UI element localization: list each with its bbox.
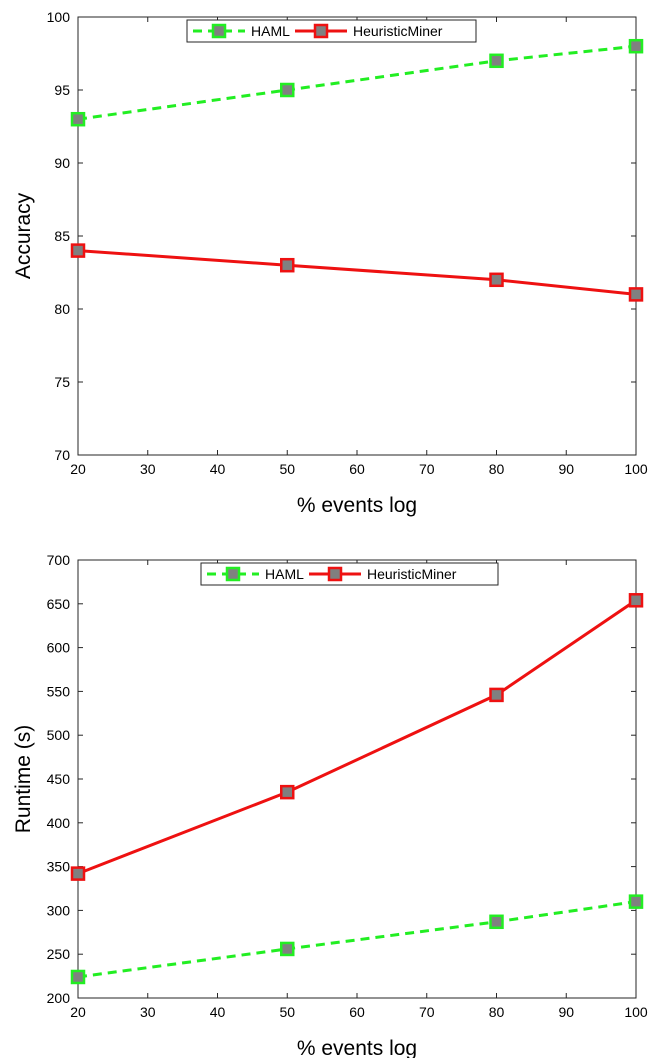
y-tick-label: 600	[47, 640, 71, 656]
x-tick-label: 100	[624, 1004, 648, 1020]
plot-area	[78, 17, 636, 455]
data-point-heuristicminer	[280, 257, 295, 273]
data-point-haml	[280, 82, 295, 98]
series-line-haml	[77, 900, 637, 979]
y-tick-label: 550	[47, 683, 71, 699]
x-tick-label: 40	[210, 1004, 226, 1020]
x-axis-label: % events log	[297, 494, 417, 517]
y-tick-label: 200	[47, 990, 71, 1006]
x-tick-label: 60	[349, 461, 365, 477]
data-point-haml	[489, 53, 504, 69]
x-tick-label: 100	[624, 461, 648, 477]
legend-marker-heuristicminer	[313, 23, 329, 39]
series-line-haml	[77, 44, 637, 121]
y-tick-label: 500	[47, 727, 71, 743]
data-point-haml	[280, 941, 295, 957]
x-tick-label: 40	[210, 461, 226, 477]
runtime-chart: 20 30 40 50 60 70 80 90 100 200 250 300 350 400 450 500…	[12, 552, 648, 1060]
x-tick-label: 90	[558, 461, 574, 477]
series-line-heuristicminer	[77, 249, 637, 296]
x-tick-label: 30	[140, 1004, 156, 1020]
y-tick-label: 250	[47, 946, 71, 962]
legend-marker-haml	[225, 566, 241, 582]
data-point-heuristicminer	[489, 687, 504, 703]
x-tick-label: 50	[279, 461, 295, 477]
data-point-haml	[628, 38, 644, 54]
data-point-haml	[489, 914, 504, 930]
series-line-heuristicminer	[77, 599, 637, 876]
legend-label-heuristicminer: HeuristicMiner	[353, 23, 443, 39]
legend-label-haml: HAML	[265, 566, 304, 582]
y-tick-label: 70	[54, 447, 70, 463]
legend-label-haml: HAML	[251, 23, 290, 39]
x-tick-label: 70	[419, 461, 435, 477]
data-point-heuristicminer	[489, 272, 504, 288]
y-tick-label: 400	[47, 815, 71, 831]
y-tick-label: 75	[54, 374, 70, 390]
x-tick-label: 30	[140, 461, 156, 477]
x-tick-label: 20	[70, 1004, 86, 1020]
data-point-heuristicminer	[280, 784, 295, 800]
data-point-haml	[628, 894, 644, 909]
x-tick-label: 50	[279, 1004, 295, 1020]
plot-area	[78, 560, 636, 998]
y-tick-label: 300	[47, 902, 71, 918]
legend-marker-heuristicminer	[327, 566, 343, 582]
accuracy-chart: 20 30 40 50 60 70 80 90 100 70 75 80 85 90 95 100 % even…	[12, 9, 648, 517]
x-tick-label: 80	[489, 1004, 505, 1020]
data-point-heuristicminer	[70, 243, 86, 258]
axes-box	[77, 559, 637, 999]
y-tick-label: 350	[47, 859, 71, 875]
data-point-haml	[70, 969, 86, 985]
x-tick-label: 20	[70, 461, 86, 477]
data-point-heuristicminer	[628, 593, 644, 608]
x-tick-label: 80	[489, 461, 505, 477]
y-tick-label: 650	[47, 596, 71, 612]
y-tick-label: 100	[47, 9, 71, 25]
x-tick-label: 90	[558, 1004, 574, 1020]
y-tick-label: 95	[54, 82, 70, 98]
data-point-haml	[70, 111, 86, 127]
y-axis-label: Accuracy	[12, 192, 35, 279]
axes-box	[77, 16, 637, 456]
data-point-heuristicminer	[70, 866, 86, 881]
legend-marker-haml	[211, 23, 227, 39]
data-point-heuristicminer	[628, 287, 644, 302]
y-tick-label: 700	[47, 552, 71, 568]
y-axis-label: Runtime (s)	[12, 725, 35, 834]
x-tick-label: 70	[419, 1004, 435, 1020]
y-tick-label: 80	[54, 301, 70, 317]
x-tick-label: 60	[349, 1004, 365, 1020]
x-axis-label: % events log	[297, 1037, 417, 1058]
y-tick-label: 90	[54, 155, 70, 171]
y-tick-label: 85	[54, 228, 70, 244]
legend-label-heuristicminer: HeuristicMiner	[367, 566, 457, 582]
y-tick-label: 450	[47, 771, 71, 787]
